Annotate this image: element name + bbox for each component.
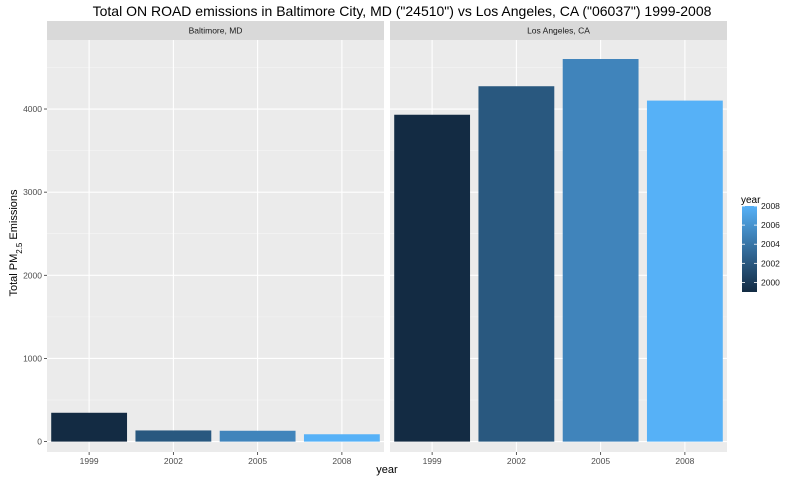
legend-title: year bbox=[741, 195, 761, 206]
x-tick-label: 2005 bbox=[248, 456, 267, 466]
y-axis-title-main: Total PM bbox=[8, 254, 20, 297]
facet-strip-label: Baltimore, MD bbox=[189, 26, 243, 36]
legend-label: 2004 bbox=[761, 239, 780, 249]
legend-label: 2006 bbox=[761, 220, 780, 230]
y-tick-label: 1000 bbox=[23, 353, 42, 363]
bar-los-angeles-ca-2002 bbox=[478, 86, 555, 442]
bar-los-angeles-ca-2008 bbox=[646, 100, 723, 442]
y-axis-title-end: Emissions bbox=[8, 189, 20, 243]
bar-los-angeles-ca-2005 bbox=[562, 59, 639, 442]
y-tick-label: 0 bbox=[37, 437, 42, 447]
x-axis-title: year bbox=[376, 464, 398, 476]
x-tick-label: 2008 bbox=[332, 456, 351, 466]
facet-panel-0: Baltimore, MD 1999 2002 2005 2008 bbox=[47, 21, 384, 466]
legend: year 2008 2006 2004 2002 2000 bbox=[741, 195, 780, 292]
y-axis: 0 1000 2000 3000 4000 bbox=[23, 104, 47, 447]
x-tick-label: 2002 bbox=[164, 456, 183, 466]
facet-strip-label: Los Angeles, CA bbox=[527, 26, 590, 36]
facet-panel-1: Los Angeles, CA 1999 2002 2005 2008 bbox=[390, 21, 727, 466]
x-tick-label: 2008 bbox=[675, 456, 694, 466]
y-tick-label: 3000 bbox=[23, 187, 42, 197]
bar-baltimore-md-1999 bbox=[51, 412, 128, 442]
y-tick-label: 2000 bbox=[23, 270, 42, 280]
y-axis-title-subscript: 2.5 bbox=[15, 242, 24, 254]
y-axis-title: Total PM2.5 Emissions bbox=[8, 189, 24, 297]
legend-label: 2002 bbox=[761, 258, 780, 268]
bar-baltimore-md-2008 bbox=[303, 434, 380, 442]
chart-title: Total ON ROAD emissions in Baltimore Cit… bbox=[93, 3, 712, 19]
legend-colorbar bbox=[742, 206, 757, 292]
y-tick-label: 4000 bbox=[23, 104, 42, 114]
bar-los-angeles-ca-1999 bbox=[394, 114, 471, 442]
x-tick-label: 2005 bbox=[591, 456, 610, 466]
bar-baltimore-md-2002 bbox=[135, 430, 212, 442]
x-tick-label: 1999 bbox=[80, 456, 99, 466]
plot-panel bbox=[47, 40, 384, 452]
facet-strip bbox=[47, 21, 384, 40]
legend-label: 2000 bbox=[761, 277, 780, 287]
x-tick-label: 1999 bbox=[423, 456, 442, 466]
legend-label: 2008 bbox=[761, 201, 780, 211]
facet-strip bbox=[390, 21, 727, 40]
x-tick-label: 2002 bbox=[507, 456, 526, 466]
bar-baltimore-md-2005 bbox=[219, 430, 296, 442]
